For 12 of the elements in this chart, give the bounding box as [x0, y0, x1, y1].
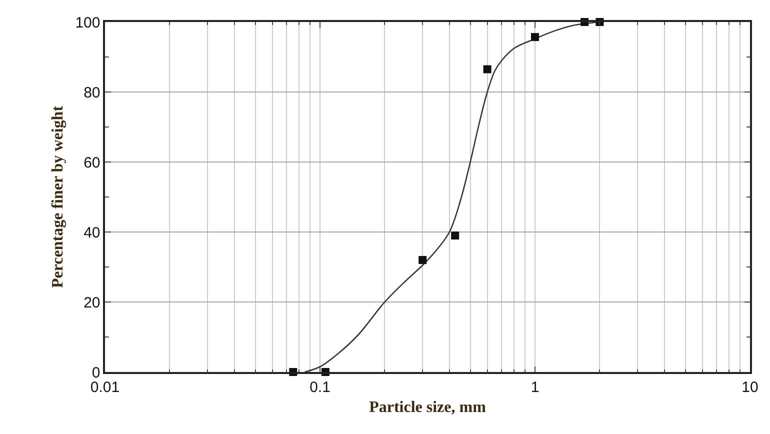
x-tick-label: 0.01: [90, 378, 120, 396]
x-tick-label: 10: [742, 378, 758, 396]
x-tick-label: 0.1: [310, 378, 330, 396]
y-tick-label: 0: [92, 364, 100, 382]
x-tick-label: 1: [530, 378, 540, 396]
y-tick-label: 40: [84, 224, 100, 242]
y-tick-label: 100: [75, 14, 100, 32]
y-axis-title: Percentage finer by weight: [50, 105, 67, 288]
x-axis-title: Particle size, mm: [369, 398, 487, 416]
y-tick-label: 80: [84, 84, 100, 102]
y-tick-label: 20: [84, 294, 100, 312]
y-tick-label: 60: [84, 154, 100, 172]
